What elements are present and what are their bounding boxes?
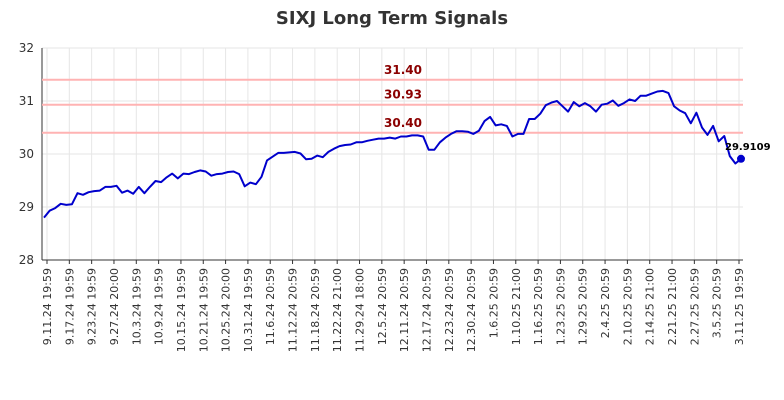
chart-title: SIXJ Long Term Signals — [275, 8, 509, 29]
x-tick-label: 3.5.25 20:59 — [711, 268, 724, 338]
x-tick-label: 11.6.24 20:59 — [264, 268, 277, 345]
x-tick-label: 2.14.25 21:00 — [644, 268, 657, 345]
x-tick-label: 2.10.25 20:59 — [621, 268, 634, 345]
x-tick-label: 3.11.25 19:59 — [733, 268, 746, 345]
y-tick-label: 32 — [19, 41, 34, 55]
x-tick-label: 9.11.24 19:59 — [41, 268, 54, 345]
x-tick-label: 12.30.24 20:59 — [465, 268, 478, 352]
x-tick-label: 9.27.24 20:00 — [108, 268, 121, 345]
y-tick-label: 29 — [19, 200, 34, 214]
x-tick-label: 1.6.25 20:59 — [487, 268, 500, 338]
last-price-marker — [737, 154, 745, 163]
y-tick-label: 30 — [19, 147, 34, 161]
x-tick-label: 9.23.24 19:59 — [86, 268, 99, 345]
x-tick-label: 10.25.24 20:00 — [220, 268, 233, 352]
x-tick-label: 12.5.24 20:59 — [376, 268, 389, 345]
x-tick-label: 2.21.25 21:00 — [666, 268, 679, 345]
x-tick-label: 2.27.25 20:59 — [688, 268, 701, 345]
x-tick-label: 11.18.24 20:59 — [309, 268, 322, 352]
x-tick-label: 10.15.24 19:59 — [175, 268, 188, 352]
x-tick-label: 11.29.24 18:00 — [354, 268, 367, 352]
signal-level-label: 31.40 — [384, 63, 422, 77]
x-tick-label: 11.22.24 21:00 — [331, 268, 344, 352]
x-tick-label: 10.21.24 19:59 — [197, 268, 210, 352]
x-tick-label: 1.10.25 21:00 — [510, 268, 523, 345]
x-tick-label: 1.23.25 20:59 — [554, 268, 567, 345]
x-tick-label: 10.31.24 19:59 — [242, 268, 255, 352]
y-tick-label: 28 — [19, 253, 34, 267]
x-tick-label: 12.11.24 20:59 — [398, 268, 411, 352]
last-price-label: 29.9109 — [725, 142, 771, 153]
x-tick-label: 12.17.24 20:59 — [420, 268, 433, 352]
y-tick-label: 31 — [19, 94, 34, 108]
x-tick-label: 12.23.24 20:59 — [443, 268, 456, 352]
x-tick-label: 1.29.25 20:59 — [577, 268, 590, 345]
x-tick-label: 2.4.25 20:59 — [599, 268, 612, 338]
x-tick-label: 11.12.24 20:59 — [287, 268, 300, 352]
x-tick-label: 1.16.25 20:59 — [532, 268, 545, 345]
x-tick-label: 10.9.24 19:59 — [153, 268, 166, 345]
x-tick-label: 9.17.24 19:59 — [63, 268, 76, 345]
signal-level-label: 30.40 — [384, 116, 422, 130]
price-series-line — [43, 89, 742, 219]
x-tick-label: 10.3.24 19:59 — [130, 268, 143, 345]
signal-level-label: 30.93 — [384, 88, 422, 102]
